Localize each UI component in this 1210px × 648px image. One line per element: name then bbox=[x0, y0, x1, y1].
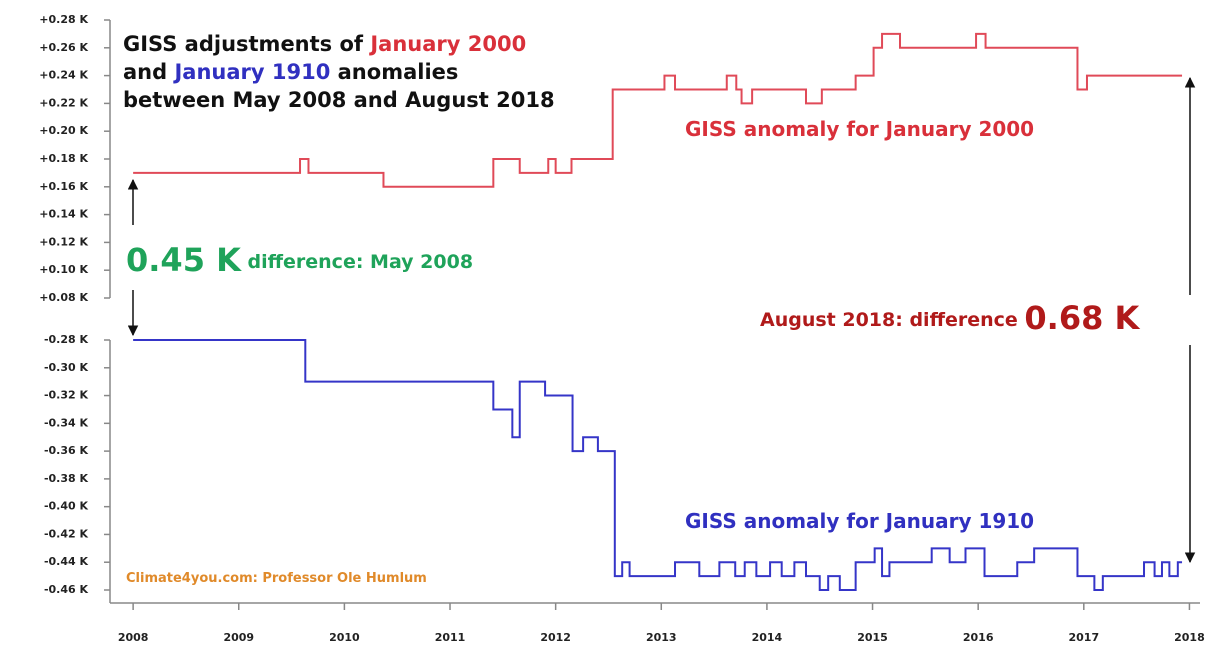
annotation-part: Climate4you.com: Professor Ole Humlum bbox=[126, 571, 427, 586]
y-tick-label: +0.24 K bbox=[39, 69, 88, 82]
step-line bbox=[133, 339, 1183, 591]
title-part: between May 2008 and August 2018 bbox=[123, 88, 555, 112]
annotation-part: GISS anomaly for January 1910 bbox=[685, 509, 1034, 533]
annotation: 0.45 K difference: May 2008 bbox=[126, 241, 473, 279]
y-tick-label: -0.46 K bbox=[44, 583, 89, 596]
y-tick-label: -0.28 K bbox=[44, 333, 89, 346]
y-tick-label: +0.28 K bbox=[39, 13, 88, 26]
y-tick-label: +0.12 K bbox=[39, 235, 88, 248]
x-tick-label: 2008 bbox=[118, 631, 149, 644]
y-tick-label: -0.42 K bbox=[44, 527, 89, 540]
y-tick-label: -0.30 K bbox=[44, 361, 89, 374]
annotation-part: 0.68 K bbox=[1024, 299, 1140, 337]
chart-title: and January 1910 anomalies bbox=[123, 60, 458, 84]
y-tick-label: -0.34 K bbox=[44, 416, 89, 429]
y-tick-label: +0.14 K bbox=[39, 208, 88, 221]
x-tick-label: 2016 bbox=[963, 631, 994, 644]
y-tick-label: -0.38 K bbox=[44, 472, 89, 485]
chart-title: between May 2008 and August 2018 bbox=[123, 88, 555, 112]
annotation: GISS anomaly for January 1910 bbox=[685, 509, 1034, 533]
y-tick-label: -0.32 K bbox=[44, 389, 89, 402]
chart-title: GISS adjustments of January 2000 bbox=[123, 32, 526, 56]
y-tick-label: +0.16 K bbox=[39, 180, 88, 193]
annotation: August 2018: difference 0.68 K bbox=[760, 299, 1141, 337]
x-tick-label: 2012 bbox=[540, 631, 571, 644]
x-tick-label: 2018 bbox=[1174, 631, 1205, 644]
title-part: GISS adjustments of bbox=[123, 32, 370, 56]
y-tick-label: +0.22 K bbox=[39, 96, 88, 109]
x-tick-label: 2011 bbox=[435, 631, 466, 644]
x-tick-label: 2017 bbox=[1068, 631, 1099, 644]
y-tick-label: +0.08 K bbox=[39, 291, 88, 304]
x-tick-label: 2009 bbox=[223, 631, 254, 644]
x-tick-label: 2013 bbox=[646, 631, 677, 644]
title-part: January 2000 bbox=[368, 32, 526, 56]
y-tick-label: -0.36 K bbox=[44, 444, 89, 457]
y-tick-label: +0.10 K bbox=[39, 263, 88, 276]
step-line bbox=[133, 32, 1183, 188]
annotation-part: 0.45 K bbox=[126, 241, 242, 279]
x-tick-label: 2014 bbox=[752, 631, 783, 644]
annotation: Climate4you.com: Professor Ole Humlum bbox=[126, 571, 427, 586]
x-tick-label: 2015 bbox=[857, 631, 888, 644]
y-tick-label: +0.20 K bbox=[39, 124, 88, 137]
annotation-part: GISS anomaly for January 2000 bbox=[685, 117, 1034, 141]
y-tick-label: -0.40 K bbox=[44, 500, 89, 513]
title-part: anomalies bbox=[330, 60, 458, 84]
y-tick-label: +0.18 K bbox=[39, 152, 88, 165]
title-part: January 1910 bbox=[172, 60, 330, 84]
title-part: and bbox=[123, 60, 174, 84]
y-tick-label: +0.26 K bbox=[39, 41, 88, 54]
x-tick-label: 2010 bbox=[329, 631, 360, 644]
annotation-part: difference: May 2008 bbox=[241, 251, 473, 273]
annotation: GISS anomaly for January 2000 bbox=[685, 117, 1034, 141]
y-tick-label: -0.44 K bbox=[44, 555, 89, 568]
annotation-part: August 2018: difference bbox=[760, 309, 1024, 331]
